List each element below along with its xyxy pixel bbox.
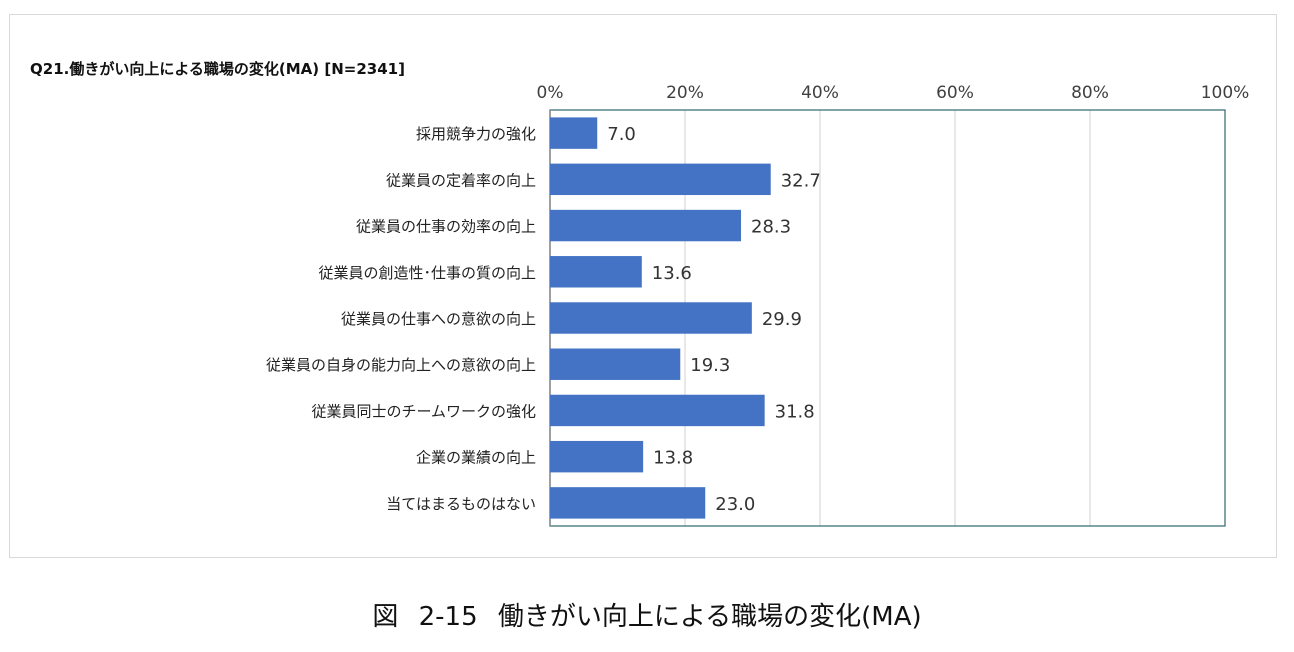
- x-tick-label: 100%: [1201, 83, 1250, 103]
- bar: [550, 117, 598, 149]
- category-label: 従業員の仕事の効率の向上: [356, 218, 536, 236]
- caption-text: 働きがい向上による職場の変化(MA): [497, 602, 922, 632]
- bar-chart: 0% 20% 40% 60% 80% 100% 採用競争力の強化 7.0 従業員の定着率の向上 3…: [266, 83, 1250, 527]
- x-tick-label: 60%: [936, 83, 974, 103]
- x-tick-label: 80%: [1071, 83, 1109, 103]
- category-label: 従業員の自身の能力向上への意欲の向上: [266, 356, 536, 374]
- bar: [550, 302, 752, 334]
- data-label: 23.0: [715, 494, 755, 515]
- category-label: 従業員の創造性･仕事の質の向上: [318, 264, 536, 282]
- bar: [550, 440, 644, 473]
- bar: [550, 209, 742, 242]
- data-label: 28.3: [751, 217, 791, 238]
- figure-caption: 図 2-15 働きがい向上による職場の変化(MA): [0, 596, 1294, 633]
- caption-number: 2-15: [418, 602, 478, 632]
- x-tick-label: 0%: [537, 83, 564, 103]
- caption-prefix: 図: [372, 602, 399, 632]
- data-label: 31.8: [775, 401, 815, 422]
- x-tick-label: 20%: [666, 83, 704, 103]
- data-label: 13.8: [653, 448, 693, 469]
- bar: [550, 163, 771, 196]
- bar: [550, 487, 706, 519]
- category-label: 従業員の定着率の向上: [386, 171, 536, 189]
- category-label: 当てはまるものはない: [386, 495, 536, 513]
- category-label: 企業の業績の向上: [416, 449, 536, 467]
- category-label: 採用競争力の強化: [416, 125, 536, 143]
- data-label: 32.7: [781, 170, 821, 191]
- data-label: 29.9: [762, 309, 802, 330]
- x-tick-label: 40%: [801, 83, 839, 103]
- data-label: 7.0: [607, 124, 636, 145]
- bar: [550, 256, 642, 288]
- category-label: 従業員の仕事への意欲の向上: [341, 310, 536, 328]
- bar: [550, 348, 681, 380]
- bar: [550, 394, 765, 427]
- chart-title: Q21.働きがい向上による職場の変化(MA) [N=2341]: [30, 60, 405, 78]
- data-label: 13.6: [652, 263, 692, 284]
- data-label: 19.3: [690, 355, 730, 376]
- category-label: 従業員同士のチームワークの強化: [311, 402, 536, 420]
